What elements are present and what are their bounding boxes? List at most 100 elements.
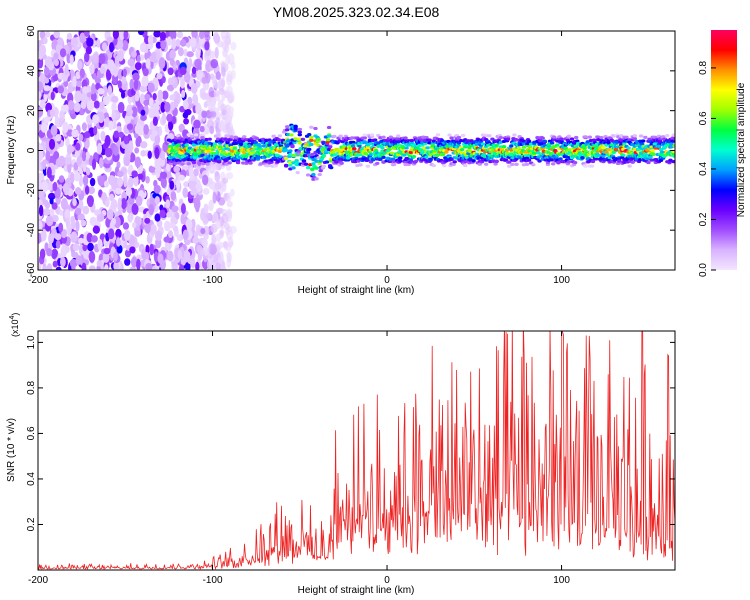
noise-cell (159, 209, 166, 218)
x-tick-label: 0 (384, 275, 390, 286)
y-tick-label: 0.2 (26, 517, 37, 531)
noise-cell (201, 238, 208, 248)
snr-frame (37, 330, 676, 571)
noise-cell (88, 251, 96, 263)
signal-cell (609, 143, 615, 147)
noise-cell (46, 166, 52, 179)
noise-cell (151, 129, 158, 137)
noise-cell (69, 258, 78, 268)
noise-cell (113, 251, 118, 262)
signal-cell (549, 141, 555, 145)
colorbar-label: Normalized spectral amplitude (736, 82, 747, 217)
signal-cell (254, 136, 260, 141)
signal-cell (491, 159, 496, 163)
signal-cell (285, 125, 290, 129)
noise-cell (213, 90, 220, 98)
signal-cell (305, 166, 311, 170)
noise-cell (154, 213, 161, 222)
noise-cell (113, 145, 119, 156)
noise-cell (94, 76, 101, 84)
noise-cell (161, 112, 167, 125)
noise-cell (212, 77, 217, 86)
noise-cell (137, 31, 145, 36)
signal-cell (632, 147, 638, 152)
noise-cell (117, 49, 124, 62)
noise-cell (69, 54, 74, 65)
noise-cell (74, 187, 82, 195)
y-tick-label: 60 (26, 25, 37, 37)
noise-cell (80, 100, 87, 109)
noise-cell (103, 247, 111, 255)
noise-cell (51, 228, 57, 235)
signal-cell (463, 163, 468, 168)
signal-cell (582, 146, 587, 150)
signal-cell (671, 160, 675, 164)
noise-cell (78, 243, 84, 256)
signal-cell (182, 140, 187, 144)
signal-cell (624, 135, 629, 139)
noise-cell (195, 261, 200, 270)
noise-cell (188, 180, 195, 190)
noise-cell (83, 31, 90, 37)
noise-cell (38, 89, 42, 101)
signal-cell (652, 142, 657, 146)
noise-cell (214, 46, 219, 59)
noise-cell (164, 101, 171, 113)
noise-cell (194, 58, 202, 69)
noise-cell (203, 245, 209, 257)
noise-cell (160, 176, 167, 189)
noise-cell (82, 86, 89, 94)
signal-cell (200, 136, 205, 140)
signal-cell (288, 163, 293, 167)
noise-cell (225, 54, 230, 66)
noise-cell (226, 73, 233, 86)
signal-cell (291, 166, 296, 170)
noise-cell (161, 90, 169, 100)
noise-cell (49, 197, 54, 205)
noise-cell (154, 167, 162, 174)
noise-cell (40, 122, 48, 133)
noise-cell (82, 205, 90, 215)
noise-cell (97, 88, 105, 95)
noise-cell (100, 130, 106, 142)
noise-cell (64, 63, 69, 76)
noise-cell (110, 199, 118, 210)
noise-cell (177, 174, 186, 181)
signal-cell (526, 139, 532, 143)
noise-cell (53, 52, 59, 61)
signal-cell (587, 135, 593, 139)
signal-cell (451, 162, 456, 167)
noise-cell (38, 160, 42, 171)
signal-cell (531, 163, 536, 167)
signal-cell (248, 161, 253, 165)
signal-cell (341, 145, 346, 149)
noise-cell (189, 37, 197, 48)
noise-cell (118, 131, 125, 138)
signal-cell (325, 138, 331, 142)
noise-cell (53, 31, 61, 39)
noise-cell (148, 166, 157, 173)
signal-cell (253, 140, 259, 145)
colorbar-tick-label: 0.0 (698, 263, 709, 277)
noise-cell (204, 41, 210, 51)
spectrogram-heatmap (38, 31, 675, 270)
noise-cell (80, 92, 87, 104)
noise-cell (153, 31, 161, 38)
noise-cell (75, 71, 81, 80)
signal-cell (431, 139, 437, 143)
noise-cell (86, 37, 94, 47)
signal-cell (510, 162, 515, 167)
noise-cell (92, 225, 101, 234)
signal-cell (188, 158, 194, 162)
noise-cell (43, 66, 50, 76)
signal-cell (381, 160, 386, 164)
noise-cell (38, 151, 44, 162)
noise-cell (52, 181, 58, 192)
noise-cell (131, 170, 138, 178)
noise-cell (215, 262, 222, 270)
signal-cell (487, 134, 492, 138)
noise-cell (169, 49, 176, 60)
signal-cell (427, 138, 432, 142)
signal-cell (447, 133, 452, 137)
signal-cell (352, 147, 357, 151)
